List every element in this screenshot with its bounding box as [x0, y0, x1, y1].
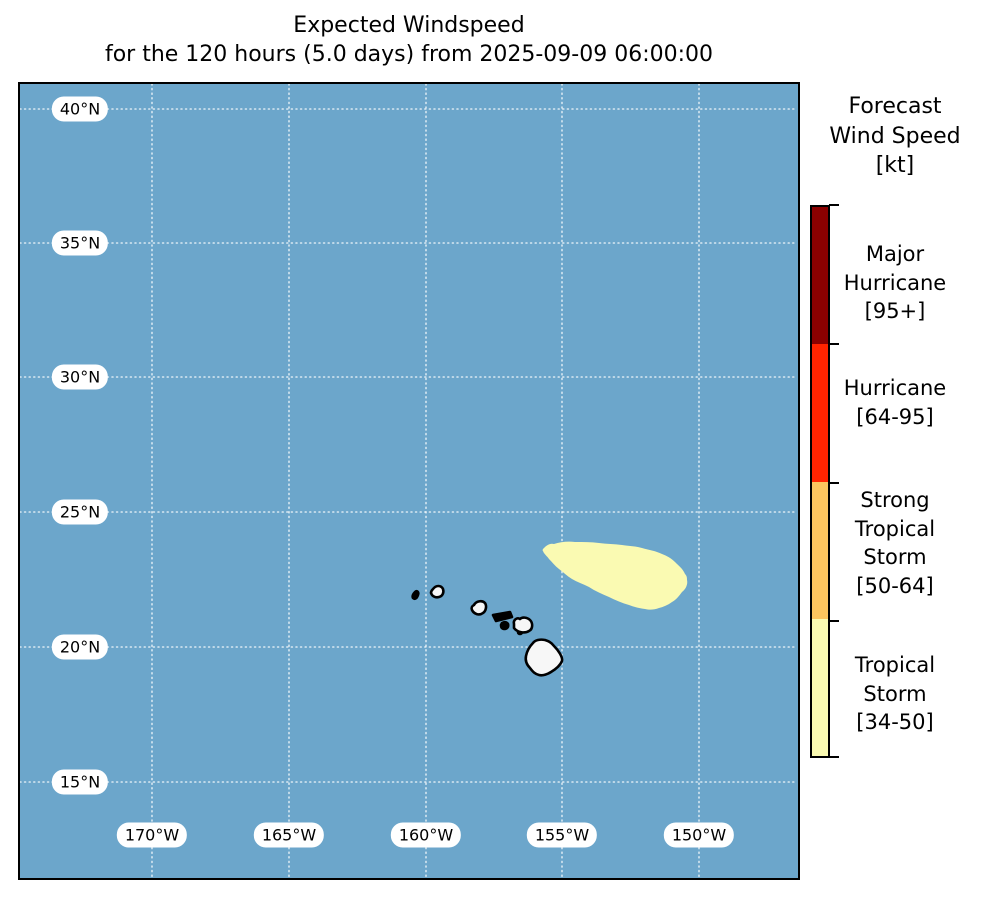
- legend-title: Forecast Wind Speed [kt]: [829, 94, 961, 178]
- lon-label-170w: 170°W: [116, 822, 188, 848]
- island-oahu: [470, 599, 488, 616]
- lat-label-35n: 35°N: [51, 230, 109, 256]
- colorbar-segment-major-hurricane: [812, 207, 828, 345]
- hawaiian-islands: [411, 584, 564, 677]
- legend-label-tropical-storm: Tropical Storm [34-50]: [854, 653, 936, 734]
- lon-label-160w: 160°W: [390, 822, 462, 848]
- island-hawaii-big-island: [524, 638, 564, 677]
- colorbar-tick-50: [829, 620, 839, 622]
- colorbar-segment-hurricane: [812, 344, 828, 482]
- lat-label-40n: 40°N: [51, 96, 109, 122]
- legend-label-major-hurricane: Major Hurricane [95+]: [843, 242, 947, 323]
- lon-label-165w: 165°W: [253, 822, 325, 848]
- colorbar-tick-64: [829, 482, 839, 484]
- island-kauai: [429, 584, 445, 599]
- lat-label-25n: 25°N: [51, 499, 109, 525]
- colorbar-segment-tropical-storm: [812, 618, 828, 756]
- colorbar-tick-top: [829, 204, 839, 206]
- legend-label-strong-tropical-storm: Strong Tropical Storm [50-64]: [854, 488, 936, 598]
- lat-label-30n: 30°N: [51, 364, 109, 390]
- figure-title-line1: Expected Windspeed: [293, 13, 525, 38]
- island-maui: [512, 616, 534, 634]
- colorbar-tick-bottom: [829, 756, 839, 758]
- colorbar-segment-strong-tropical-storm: [812, 481, 828, 619]
- island-lanai: [499, 620, 510, 631]
- legend-label-hurricane: Hurricane [64-95]: [843, 376, 947, 429]
- graticule-gridlines: [20, 84, 797, 877]
- figure-title: Expected Windspeed for the 120 hours (5.…: [18, 11, 800, 69]
- lat-label-20n: 20°N: [51, 634, 109, 660]
- lat-label-15n: 15°N: [51, 769, 109, 795]
- colorbar-tick-95: [829, 343, 839, 345]
- tropical-storm-wind-swath-polygon: [542, 541, 688, 610]
- island-molokai: [491, 610, 514, 623]
- windspeed-colorbar: [810, 205, 830, 758]
- map-panel: 40°N 35°N 30°N 25°N 20°N 15°N 170°W 165°…: [18, 82, 800, 880]
- lon-label-150w: 150°W: [663, 822, 735, 848]
- island-niihau: [411, 589, 420, 601]
- figure-title-line2: for the 120 hours (5.0 days) from 2025-0…: [104, 42, 714, 67]
- map-canvas: [20, 84, 797, 877]
- lon-label-155w: 155°W: [526, 822, 598, 848]
